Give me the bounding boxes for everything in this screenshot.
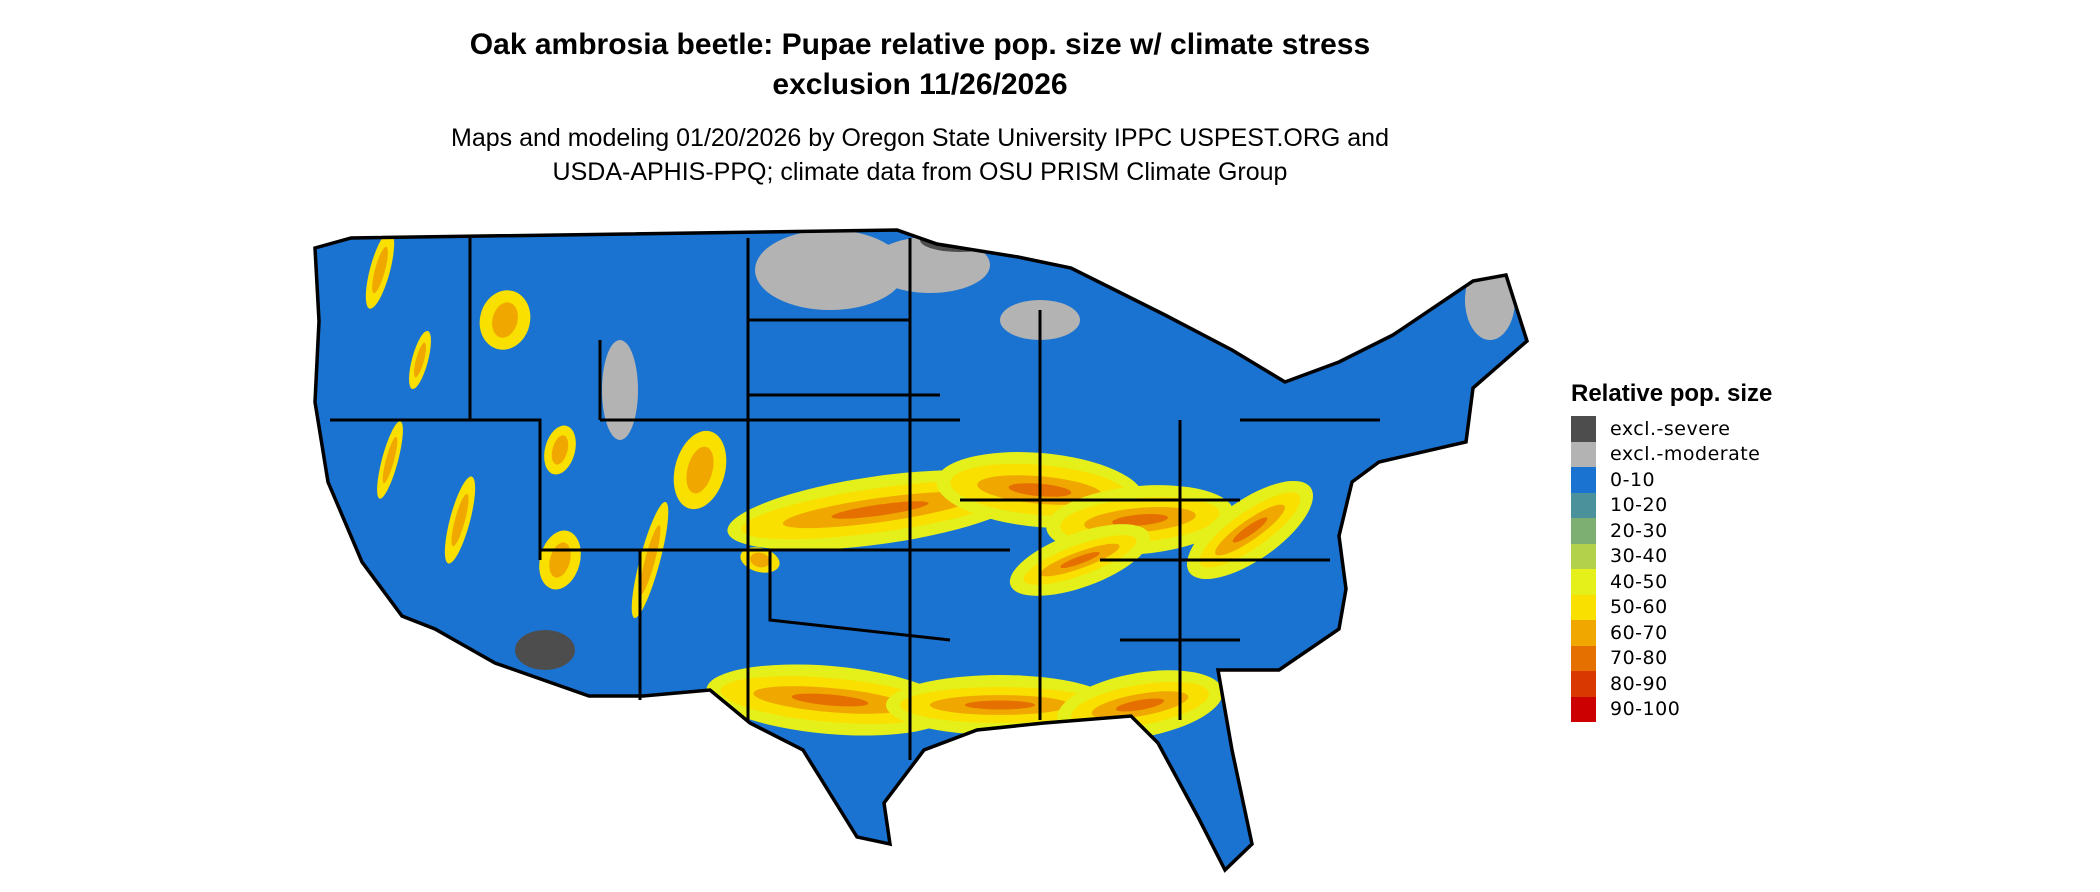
legend-swatch xyxy=(1571,569,1596,595)
state-boundary xyxy=(768,550,951,642)
legend-label: 10-20 xyxy=(1610,494,1668,517)
hotspot-60-70 xyxy=(551,435,569,465)
legend: Relative pop. size excl.-severe excl.-mod… xyxy=(1571,380,1772,722)
map-subtitle-line2: USDA-APHIS-PPQ; climate data from OSU PR… xyxy=(552,158,1288,186)
legend-item: excl.-severe xyxy=(1571,416,1772,442)
excl-moderate-zone xyxy=(755,230,905,310)
hotspot-70-80 xyxy=(1115,698,1165,712)
legend-item: 10-20 xyxy=(1571,492,1772,518)
legend-swatch xyxy=(1571,441,1596,467)
hotspot-70-80 xyxy=(965,700,1035,710)
legend-item: 90-100 xyxy=(1571,696,1772,722)
legend-swatch xyxy=(1571,696,1596,722)
hotspot-70-80 xyxy=(1112,514,1168,526)
us-outline xyxy=(313,228,1530,873)
legend-label: excl.-severe xyxy=(1610,417,1731,440)
legend-item: 60-70 xyxy=(1571,620,1772,646)
hotspot-60-70 xyxy=(750,552,770,568)
hotspot-60-70 xyxy=(639,525,661,595)
hotspot-60-70 xyxy=(372,246,388,294)
legend-swatch xyxy=(1571,416,1596,442)
hotspot-60-70 xyxy=(492,302,518,338)
legend-item: 70-80 xyxy=(1571,645,1772,671)
legend-swatch xyxy=(1571,671,1596,697)
hotspot-70-80 xyxy=(1060,551,1100,569)
legend-title: Relative pop. size xyxy=(1571,380,1773,407)
hotspot-70-80 xyxy=(1232,517,1268,543)
state-boundary xyxy=(330,418,542,560)
hotspot-60-70 xyxy=(413,342,427,378)
hotspot-60-70 xyxy=(686,446,714,494)
map-title-line1: Oak ambrosia beetle: Pupae relative pop.… xyxy=(469,28,1371,61)
legend-swatch xyxy=(1571,492,1596,518)
legend-label: 20-30 xyxy=(1610,519,1668,542)
legend-swatch xyxy=(1571,594,1596,620)
legend-label: 40-50 xyxy=(1610,570,1668,593)
legend-item: 0-10 xyxy=(1571,467,1772,493)
legend-swatch xyxy=(1571,620,1596,646)
legend-label: excl.-moderate xyxy=(1610,443,1761,466)
legend-label: 50-60 xyxy=(1610,596,1668,619)
legend-label: 80-90 xyxy=(1610,672,1668,695)
legend-label: 0-10 xyxy=(1610,468,1656,491)
excl-severe-zone xyxy=(515,630,575,670)
legend-item: excl.-moderate xyxy=(1571,441,1772,467)
hotspot-60-70 xyxy=(382,436,398,484)
excl-moderate-zone xyxy=(1465,260,1515,340)
legend-item: 50-60 xyxy=(1571,594,1772,620)
legend-item: 40-50 xyxy=(1571,569,1772,595)
state-boundaries xyxy=(330,238,1380,760)
legend-label: 70-80 xyxy=(1610,647,1668,670)
map-title-line2: exclusion 11/26/2026 xyxy=(772,68,1068,101)
hotspot-60-70 xyxy=(451,493,469,547)
hotspot-70-80 xyxy=(791,693,869,707)
legend-swatch xyxy=(1571,543,1596,569)
excl-moderate-zone xyxy=(602,340,638,440)
legend-item: 30-40 xyxy=(1571,543,1772,569)
legend-swatch xyxy=(1571,645,1596,671)
hotspot-70-80 xyxy=(831,501,929,519)
legend-label: 90-100 xyxy=(1610,698,1681,721)
map-subtitle-line1: Maps and modeling 01/20/2026 by Oregon S… xyxy=(451,124,1389,152)
legend-label: 30-40 xyxy=(1610,545,1668,568)
legend-item: 20-30 xyxy=(1571,518,1772,544)
legend-item: 80-90 xyxy=(1571,671,1772,697)
legend-label: 60-70 xyxy=(1610,621,1668,644)
legend-swatch xyxy=(1571,518,1596,544)
legend-swatch xyxy=(1571,467,1596,493)
